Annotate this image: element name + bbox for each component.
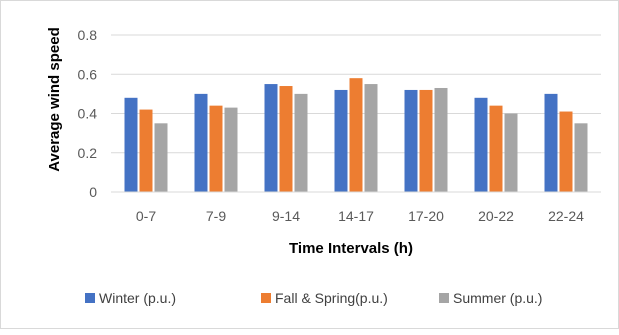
y-tick-label: 0.4 [78, 106, 98, 122]
bar-0-7-summer [154, 123, 168, 192]
bar-17-20-summer [434, 87, 448, 192]
legend-swatch [261, 293, 271, 303]
bar-9-14-fall-spring [279, 86, 293, 192]
bar-14-17-winter [334, 89, 348, 192]
legend-label: Fall & Spring(p.u.) [275, 290, 388, 306]
y-tick-label: 0 [89, 184, 97, 200]
y-axis-title: Average wind speed [46, 27, 63, 172]
bar-0-7-fall-spring [139, 109, 153, 192]
bar-9-14-winter [264, 84, 278, 192]
bar-17-20-fall-spring [419, 89, 433, 192]
bar-22-24-winter [544, 93, 558, 192]
bar-9-14-summer [294, 93, 308, 192]
y-tick-labels: 0 0.2 0.4 0.6 0.8 [78, 27, 98, 200]
y-tick-label: 0.8 [78, 27, 98, 43]
x-tick-label: 17-20 [408, 208, 444, 224]
legend: Winter (p.u.) Fall & Spring(p.u.) Summer (… [85, 290, 542, 306]
bar-20-22-summer [504, 113, 518, 192]
x-tick-label: 22-24 [548, 208, 584, 224]
x-tick-label: 9-14 [272, 208, 300, 224]
legend-label: Summer (p.u.) [453, 290, 542, 306]
y-tick-label: 0.6 [78, 66, 98, 82]
y-tick-label: 0.2 [78, 145, 98, 161]
x-tick-label: 20-22 [478, 208, 514, 224]
bar-14-17-summer [364, 84, 378, 192]
x-tick-label: 14-17 [338, 208, 374, 224]
bar-22-24-fall-spring [559, 111, 573, 192]
bar-20-22-winter [474, 97, 488, 192]
x-tick-label: 7-9 [206, 208, 226, 224]
legend-label: Winter (p.u.) [99, 290, 176, 306]
legend-swatch [85, 293, 95, 303]
bar-0-7-winter [124, 97, 138, 192]
bar-22-24-summer [574, 123, 588, 192]
bars [124, 78, 588, 192]
bar-7-9-fall-spring [209, 105, 223, 192]
x-tick-labels: 0-7 7-9 9-14 14-17 17-20 20-22 22-24 [136, 208, 584, 224]
x-tick-label: 0-7 [136, 208, 156, 224]
x-axis-title: Time Intervals (h) [289, 240, 413, 257]
bar-20-22-fall-spring [489, 105, 503, 192]
bar-7-9-summer [224, 107, 238, 192]
bar-7-9-winter [194, 93, 208, 192]
bar-14-17-fall-spring [349, 78, 363, 192]
legend-swatch [439, 293, 449, 303]
bar-17-20-winter [404, 89, 418, 192]
